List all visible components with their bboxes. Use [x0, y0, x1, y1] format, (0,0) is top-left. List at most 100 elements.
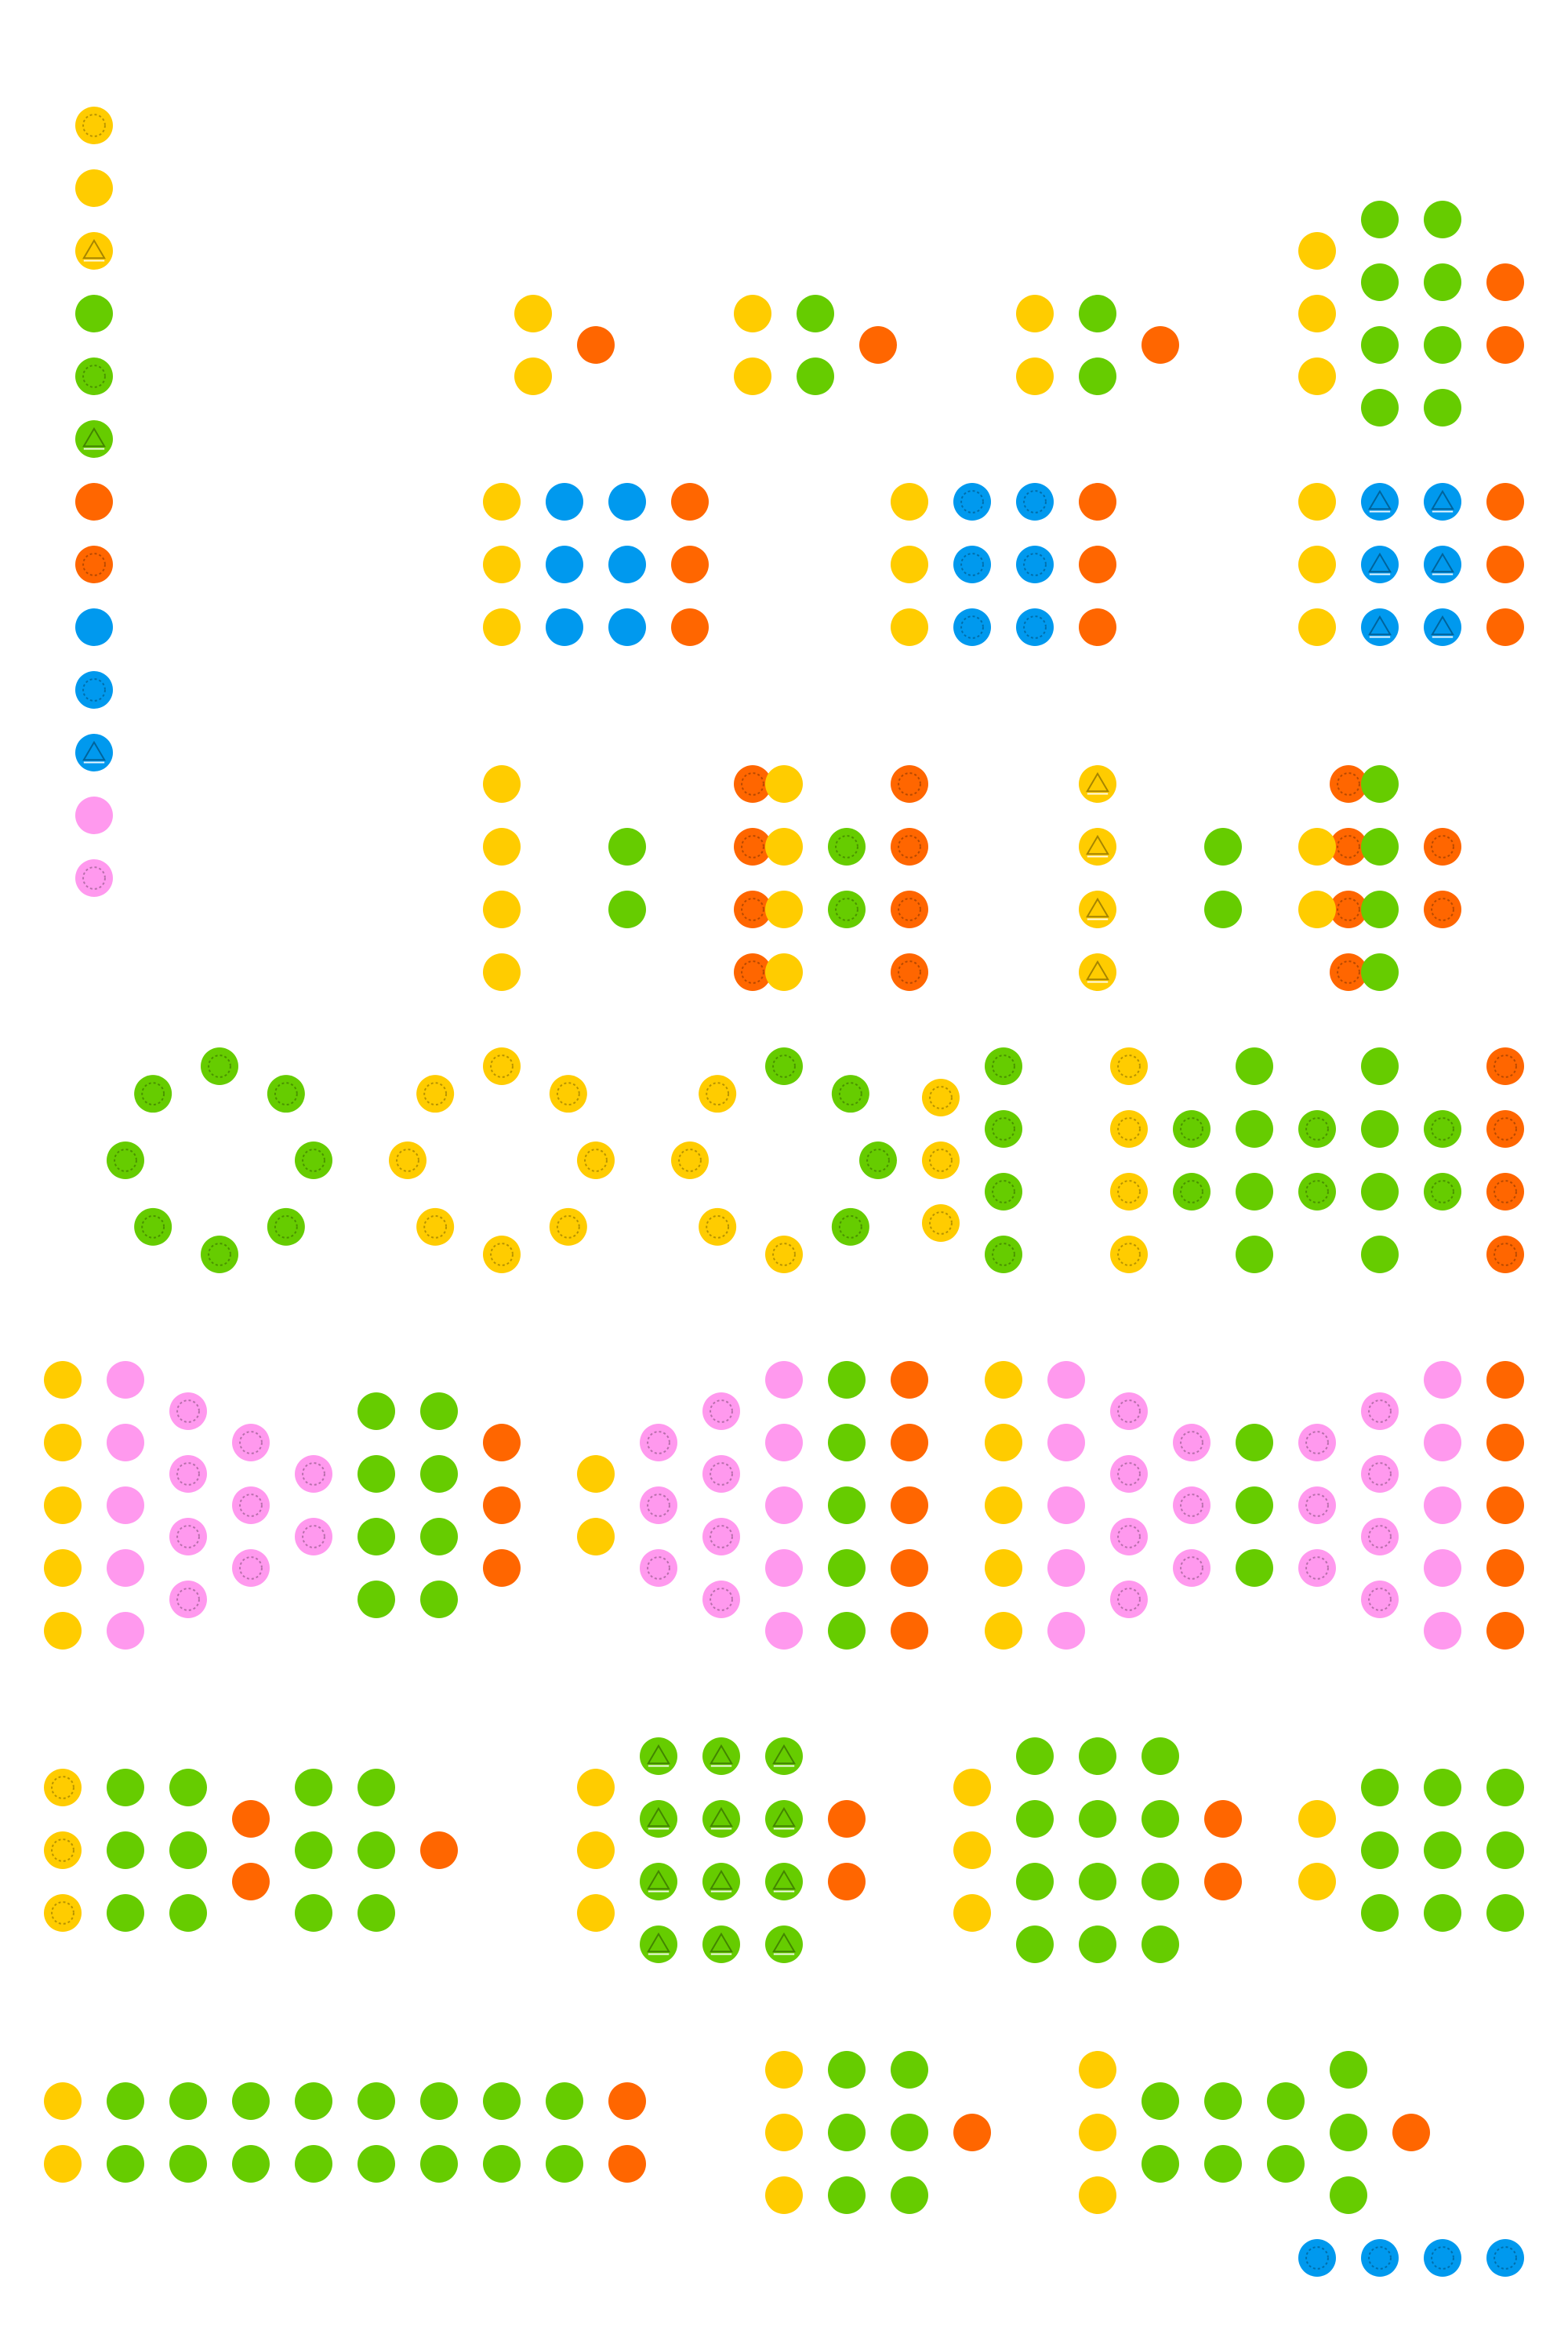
net-14-layer-5-node-0: [358, 1392, 395, 1430]
net-22-layer-0-node-0: [765, 2051, 803, 2089]
net-6-layer-2-node-0: [1016, 483, 1054, 521]
net-21-layer-7-node-1: [483, 2145, 521, 2183]
net-16-layer-2-node-1: [1110, 1455, 1148, 1493]
net-19-layer-2-node-3: [1079, 1926, 1116, 1963]
net-3-layer-1-node-0: [1079, 295, 1116, 332]
net-13-layer-0-node-2: [1110, 1173, 1148, 1210]
net-15-layer-5-node-1: [891, 1424, 928, 1461]
net-17-layer-1-node-2: [107, 1894, 144, 1932]
net-4-layer-0-node-2: [1298, 358, 1336, 395]
net-2: [734, 295, 897, 395]
ring-net-3-node-2: [859, 1142, 897, 1179]
net-24-node-1: [1361, 2239, 1399, 2277]
net-16-layer-1-node-2: [1047, 1486, 1085, 1524]
net-7-layer-0-node-0: [1298, 483, 1336, 521]
net-13: [1110, 1047, 1524, 1273]
net-10-layer-0-node-3: [1079, 953, 1116, 991]
net-13-layer-6-node-2: [1486, 1173, 1524, 1210]
net-7-layer-0-node-2: [1298, 608, 1336, 646]
net-17-layer-0-node-0: [44, 1769, 82, 1806]
net-17-layer-5-node-1: [358, 1831, 395, 1869]
net-11-layer-2-node-1: [1424, 891, 1461, 928]
net-18-layer-1-node-2: [640, 1863, 677, 1900]
net-12-layer-1-node-1: [985, 1110, 1022, 1148]
net-15: [577, 1361, 928, 1650]
legend-node-blue-ring: [75, 671, 113, 709]
net-6-layer-2-node-2: [1016, 608, 1054, 646]
net-11-layer-0-node-1: [1298, 891, 1336, 928]
net-18-layer-4-node-0: [828, 1800, 866, 1838]
net-17-layer-2-node-0: [169, 1769, 207, 1806]
legend-node-pink-plain: [75, 797, 113, 834]
net-21-layer-9-node-1: [608, 2145, 646, 2183]
net-13-layer-4-node-3: [1361, 1236, 1399, 1273]
ring-net-1-node-2: [295, 1142, 332, 1179]
net-20-layer-3-node-2: [1486, 1894, 1524, 1932]
net-16-layer-5-node-0: [1298, 1424, 1336, 1461]
net-15-layer-4-node-3: [828, 1549, 866, 1587]
ring-net-3-node-4: [765, 1236, 803, 1273]
net-10-layer-2-node-2: [1330, 891, 1367, 928]
net-21: [44, 2082, 646, 2183]
net-19-layer-2-node-2: [1079, 1863, 1116, 1900]
net-19-layer-0-node-2: [953, 1894, 991, 1932]
net-12: [922, 1047, 1022, 1273]
legend-node-blue-tri: [75, 734, 113, 771]
net-10-layer-1-node-0: [1204, 828, 1242, 866]
net-15-layer-2-node-1: [702, 1455, 740, 1493]
net-2-layer-2-node-0: [859, 326, 897, 364]
net-21-layer-0-node-0: [44, 2082, 82, 2120]
net-14-layer-0-node-3: [44, 1549, 82, 1587]
net-13-layer-4-node-2: [1361, 1173, 1399, 1210]
net-24-node-2: [1424, 2239, 1461, 2277]
net-7: [1298, 483, 1524, 646]
legend-node-orange-plain: [75, 483, 113, 521]
net-20: [1298, 1769, 1524, 1932]
net-13-layer-2-node-1: [1236, 1110, 1273, 1148]
net-14-layer-2-node-3: [169, 1581, 207, 1618]
net-4-layer-1-node-1: [1361, 263, 1399, 301]
net-23-layer-2-node-1: [1204, 2145, 1242, 2183]
net-10-layer-2-node-3: [1330, 953, 1367, 991]
net-14-layer-3-node-1: [232, 1486, 270, 1524]
net-11-layer-1-node-0: [1361, 765, 1399, 803]
net-7-layer-2-node-1: [1424, 546, 1461, 583]
net-22-layer-1-node-2: [828, 2176, 866, 2214]
net-15-layer-0-node-0: [577, 1455, 615, 1493]
net-18-layer-1-node-1: [640, 1800, 677, 1838]
net-14-layer-0-node-4: [44, 1612, 82, 1650]
net-17-layer-3-node-0: [232, 1800, 270, 1838]
net-3-layer-1-node-1: [1079, 358, 1116, 395]
net-14-layer-7-node-0: [483, 1424, 521, 1461]
net-6: [891, 483, 1116, 646]
net-17-layer-1-node-0: [107, 1769, 144, 1806]
net-20-layer-3-node-1: [1486, 1831, 1524, 1869]
net-8-layer-0-node-3: [483, 953, 521, 991]
net-14-layer-1-node-4: [107, 1612, 144, 1650]
net-18-layer-2-node-2: [702, 1863, 740, 1900]
net-16-layer-6-node-1: [1361, 1455, 1399, 1493]
net-15-layer-4-node-1: [828, 1424, 866, 1461]
net-16-layer-1-node-4: [1047, 1612, 1085, 1650]
net-13-layer-2-node-0: [1236, 1047, 1273, 1085]
net-21-layer-5-node-0: [358, 2082, 395, 2120]
net-20-layer-2-node-0: [1424, 1769, 1461, 1806]
net-6-layer-3-node-1: [1079, 546, 1116, 583]
net-16-layer-6-node-2: [1361, 1518, 1399, 1555]
net-16-layer-0-node-3: [985, 1549, 1022, 1587]
net-15-layer-1-node-1: [640, 1486, 677, 1524]
net-17-layer-1-node-1: [107, 1831, 144, 1869]
net-5-layer-2-node-1: [608, 546, 646, 583]
ring-net-2-node-2: [577, 1142, 615, 1179]
net-14-layer-6-node-3: [420, 1581, 458, 1618]
net-21-layer-6-node-1: [420, 2145, 458, 2183]
net-1-layer-0-node-1: [514, 358, 552, 395]
net-16-layer-8-node-0: [1486, 1361, 1524, 1399]
net-19-layer-3-node-3: [1142, 1926, 1179, 1963]
net-5: [483, 483, 709, 646]
net-17-layer-5-node-2: [358, 1894, 395, 1932]
net-17-layer-5-node-0: [358, 1769, 395, 1806]
net-15-layer-5-node-4: [891, 1612, 928, 1650]
net-15-layer-2-node-3: [702, 1581, 740, 1618]
net-21-layer-6-node-0: [420, 2082, 458, 2120]
